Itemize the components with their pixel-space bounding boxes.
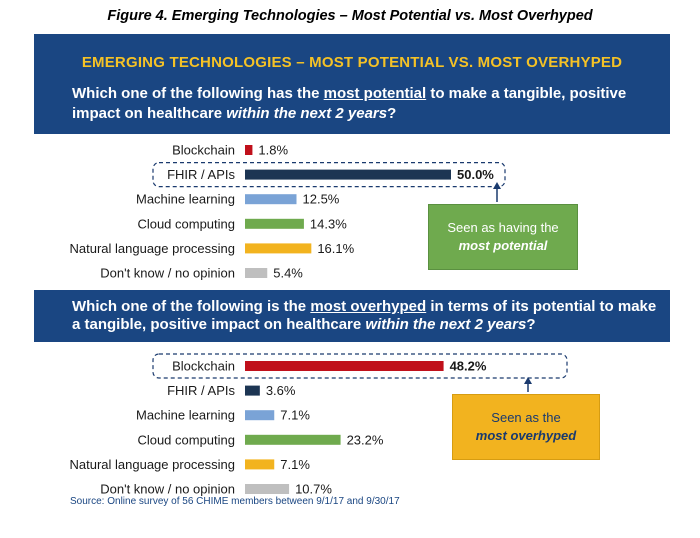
category-label-0-3: Cloud computing (137, 216, 235, 231)
category-label-1-0: Blockchain (172, 359, 235, 374)
value-label-1-1: 3.6% (266, 383, 296, 398)
question-overhyped: Which one of the following is the most o… (72, 298, 662, 334)
callout-most-overhyped: Seen as the most overhyped (452, 394, 600, 460)
category-label-0-1: FHIR / APIs (167, 167, 235, 182)
value-label-0-1: 50.0% (457, 167, 494, 182)
connector-arrow-1 (524, 377, 532, 384)
value-label-1-2: 7.1% (280, 408, 310, 423)
value-label-1-4: 7.1% (280, 457, 310, 472)
highlight-box-1 (152, 353, 568, 379)
value-label-1-0: 48.2% (450, 359, 487, 374)
callout-most-potential: Seen as having the most potential (428, 204, 578, 270)
figure-title: Figure 4. Emerging Technologies – Most P… (107, 8, 593, 24)
category-label-0-5: Don't know / no opinion (100, 266, 235, 281)
category-label-1-2: Machine learning (136, 408, 235, 423)
callout-potential-line1: Seen as having the (447, 220, 559, 235)
q1-underlined: most potential (323, 85, 427, 102)
panel-heading: EMERGING TECHNOLOGIES – MOST POTENTIAL V… (81, 54, 623, 71)
bar-1-1 (245, 385, 260, 396)
callout-potential-line2: most potential (458, 238, 548, 253)
callout-overhyped-line2: most overhyped (475, 428, 577, 443)
source-note: Source: Online survey of 56 CHIME member… (70, 496, 400, 507)
callout-overhyped-line1: Seen as the (491, 410, 561, 425)
category-label-0-4: Natural language processing (70, 241, 236, 256)
bar-1-5 (245, 484, 290, 494)
category-label-1-3: Cloud computing (137, 432, 235, 447)
bar-1-0 (245, 361, 444, 371)
value-label-1-3: 23.2% (347, 432, 384, 447)
q2-post: ? (526, 316, 536, 333)
q2-mid: in terms of its potential to make a tang… (72, 298, 657, 333)
q1-post: ? (387, 105, 397, 122)
value-label-0-2: 12.5% (303, 192, 340, 207)
bar-0-3 (245, 218, 304, 229)
bar-1-3 (245, 434, 341, 445)
bar-0-2 (245, 194, 297, 205)
question-potential: Which one of the following has the most … (72, 84, 642, 124)
value-label-0-4: 16.1% (317, 241, 354, 256)
q1-italic: within the next 2 years (226, 105, 388, 122)
connector-arrow-0 (493, 182, 501, 189)
category-label-0-0: Blockchain (172, 143, 235, 158)
value-label-0-3: 14.3% (310, 216, 347, 231)
header-panel: EMERGING TECHNOLOGIES – MOST POTENTIAL V… (34, 34, 670, 134)
q2-italic: within the next 2 years (365, 316, 527, 333)
category-label-1-1: FHIR / APIs (167, 383, 235, 398)
overhyped-question-panel: Which one of the following is the most o… (34, 290, 670, 342)
bar-0-4 (245, 243, 312, 254)
bar-0-5 (245, 268, 268, 278)
q2-underlined: most overhyped (310, 298, 427, 315)
bar-1-2 (245, 410, 275, 421)
value-label-0-0: 1.8% (258, 143, 288, 158)
bar-1-4 (245, 459, 275, 470)
value-label-1-5: 10.7% (295, 482, 332, 497)
value-label-0-5: 5.4% (273, 266, 303, 281)
bar-0-0 (245, 145, 253, 155)
bar-0-1 (245, 169, 451, 180)
q2-pre: Which one of the following is the (72, 298, 311, 315)
category-label-1-5: Don't know / no opinion (100, 482, 235, 497)
highlight-box-0 (152, 162, 506, 188)
category-label-0-2: Machine learning (136, 192, 235, 207)
q1-pre: Which one of the following has the (72, 85, 324, 102)
category-label-1-4: Natural language processing (70, 457, 236, 472)
q1-mid: to make a tangible, positive impact on h… (72, 85, 627, 122)
